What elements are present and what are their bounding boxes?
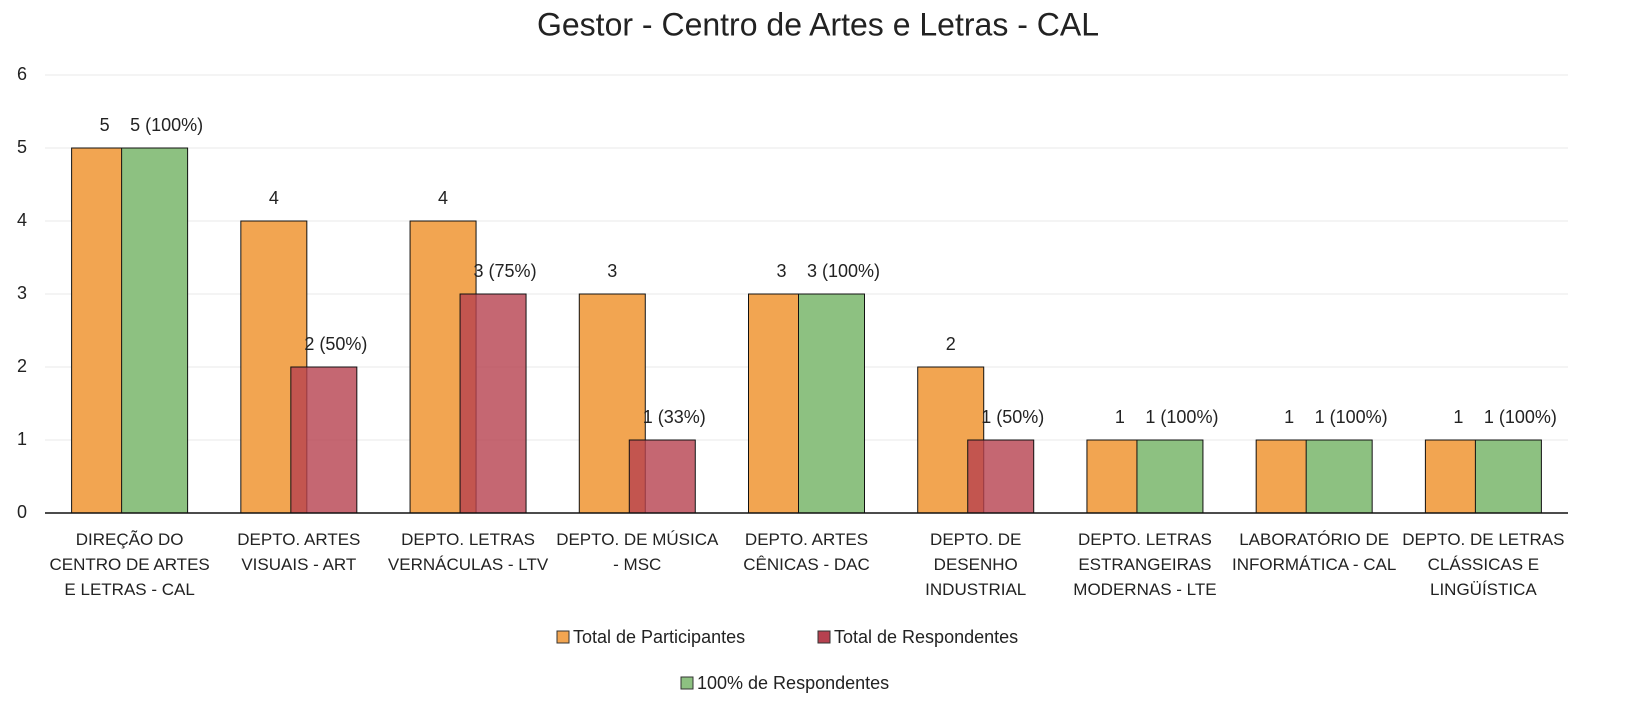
y-tick-label: 3 [17, 283, 27, 303]
legend-label: Total de Respondentes [834, 627, 1018, 647]
x-tick-label: DEPTO. DE DESENHO INDUSTRIAL [925, 530, 1027, 599]
legend-swatch [680, 676, 694, 690]
data-label: 4 [438, 188, 448, 208]
data-label: 3 [607, 261, 617, 281]
bar [121, 147, 189, 514]
bar [967, 439, 1035, 514]
chart-title: Gestor - Centro de Artes e Letras - CAL [537, 6, 1099, 42]
data-label: 1 (33%) [643, 407, 706, 427]
bar [1474, 439, 1542, 514]
x-tick-label: DEPTO. LETRAS ESTRANGEIRAS MODERNAS - LT… [1073, 530, 1217, 599]
data-label: 5 (100%) [130, 115, 203, 135]
data-label: 1 (100%) [1315, 407, 1388, 427]
data-label: 4 [269, 188, 279, 208]
data-label: 2 (50%) [304, 334, 367, 354]
data-label: 5 [100, 115, 110, 135]
bar [290, 366, 358, 514]
bar [798, 293, 865, 514]
y-tick-label: 0 [17, 502, 27, 522]
bar [628, 439, 696, 514]
y-tick-label: 1 [17, 429, 27, 449]
y-tick-label: 6 [17, 64, 27, 84]
x-tick-label: DEPTO. LETRAS VERNÁCULAS - LTV [387, 530, 549, 574]
data-label: 1 (100%) [1145, 407, 1218, 427]
data-label: 2 [946, 334, 956, 354]
bar [1305, 439, 1373, 514]
y-tick-label: 4 [17, 210, 27, 230]
x-tick-label: DEPTO. DE LETRAS CLÁSSICAS E LINGÜÍSTICA [1402, 530, 1565, 599]
bar [459, 293, 527, 514]
data-label: 1 [1453, 407, 1463, 427]
data-label: 1 (50%) [981, 407, 1044, 427]
data-label: 1 (100%) [1484, 407, 1557, 427]
legend-label: 100% de Respondentes [697, 673, 889, 693]
y-tick-label: 5 [17, 137, 27, 157]
data-label: 1 [1284, 407, 1294, 427]
data-label: 1 [1115, 407, 1125, 427]
x-tick-label: DEPTO. DE MÚSICA - MSC [556, 530, 719, 574]
data-label: 3 (75%) [474, 261, 537, 281]
bar [1136, 439, 1204, 514]
x-tick-label: LABORATÓRIO DE INFORMÁTICA - CAL [1231, 530, 1397, 574]
x-tick-label: DIREÇÃO DO CENTRO DE ARTES E LETRAS - CA… [49, 530, 210, 599]
legend-label: Total de Participantes [573, 627, 745, 647]
legend-swatch [817, 630, 831, 644]
data-label: 3 (100%) [807, 261, 880, 281]
x-tick-label: DEPTO. ARTES CÊNICAS - DAC [743, 530, 870, 574]
y-tick-label: 2 [17, 356, 27, 376]
data-label: 3 [776, 261, 786, 281]
legend-swatch [556, 630, 570, 644]
x-tick-label: DEPTO. ARTES VISUAIS - ART [237, 530, 361, 574]
